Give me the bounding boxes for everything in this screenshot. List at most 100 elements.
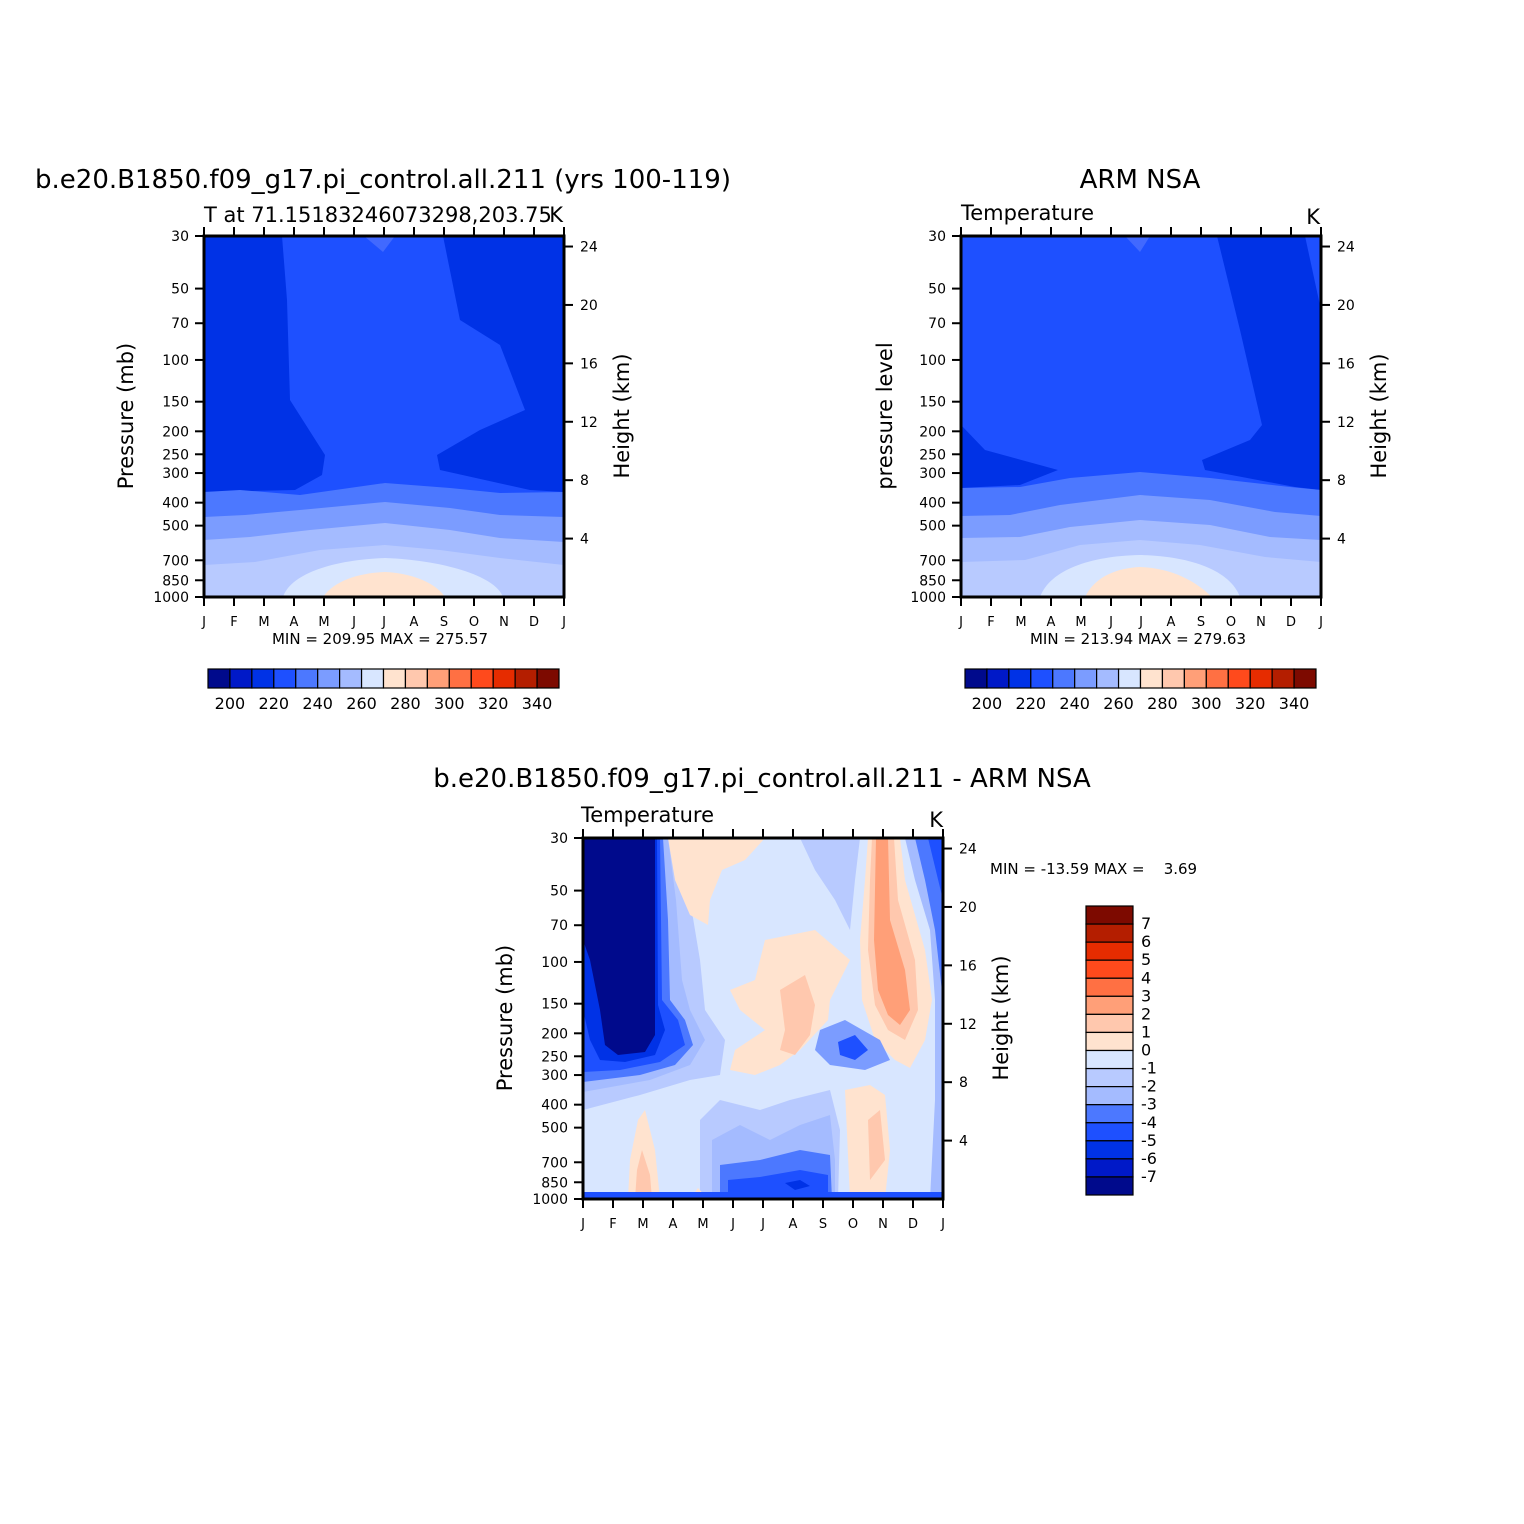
panel-obs-ylabel: pressure level: [873, 342, 897, 489]
colorbar-box: [1085, 1031, 1134, 1052]
x-tick-label: A: [290, 615, 299, 630]
contour-band: [668, 838, 765, 925]
colorbar-box: [1183, 668, 1207, 689]
y2-tick-label: 24: [1337, 240, 1355, 256]
y-tick-label: 30: [928, 229, 946, 245]
y2-tick-label: 20: [1337, 298, 1355, 314]
colorbar-label: -2: [1141, 1077, 1157, 1096]
y-tick-label: 400: [541, 1098, 568, 1114]
x-tick-label: O: [848, 1217, 858, 1232]
colorbar-label: -1: [1141, 1059, 1157, 1078]
panel-model-ylabel: Pressure (mb): [114, 343, 138, 490]
colorbar-box: [1085, 959, 1134, 979]
colorbar-box: [251, 668, 275, 689]
panel-obs-contours: [961, 236, 1321, 597]
y-tick-label: 150: [162, 395, 189, 411]
contour-band: [1085, 567, 1212, 597]
colorbar-box: [492, 668, 516, 689]
colorbar-box: [360, 668, 385, 689]
y2-tick-label: 8: [580, 473, 589, 489]
x-tick-label: J: [730, 1217, 735, 1232]
x-tick-label: F: [609, 1217, 616, 1232]
y2-tick-label: 24: [959, 842, 977, 858]
y-tick-label: 250: [541, 1049, 568, 1065]
y-tick-label: 850: [919, 573, 946, 589]
y2-tick-label: 8: [1337, 473, 1346, 489]
colorbar-box: [1085, 1122, 1134, 1142]
colorbar-box: [1085, 1086, 1134, 1106]
contour-band: [364, 236, 395, 252]
colorbar-box: [1085, 905, 1134, 925]
x-tick-label: D: [908, 1217, 918, 1232]
panel-diff-ylabel: Pressure (mb): [493, 945, 517, 1092]
y-tick-label: 200: [919, 424, 946, 440]
contour-band: [1305, 236, 1321, 310]
panel-diff-title: b.e20.B1850.f09_g17.pi_control.all.211 -…: [433, 764, 1091, 794]
colorbar-box: [1085, 1104, 1134, 1124]
y-tick-label: 50: [550, 884, 568, 900]
y-tick-label: 30: [171, 229, 189, 245]
colorbar-box: [1227, 668, 1251, 689]
y-tick-label: 1000: [910, 590, 946, 606]
y-tick-label: 500: [919, 519, 946, 535]
x-tick-label: J: [561, 615, 566, 630]
colorbar-box: [1030, 668, 1054, 689]
y-tick-label: 500: [541, 1121, 568, 1137]
colorbar-label: 280: [390, 694, 421, 713]
panel-diff-subtitle: Temperature: [580, 803, 714, 827]
x-tick-label: J: [1108, 615, 1113, 630]
x-tick-label: J: [760, 1217, 765, 1232]
x-tick-label: J: [201, 615, 206, 630]
colorbar-box: [1085, 1140, 1134, 1160]
x-tick-label: M: [258, 615, 269, 630]
y-tick-label: 400: [162, 496, 189, 512]
y-tick-label: 850: [162, 573, 189, 589]
colorbar-label: 4: [1141, 968, 1151, 987]
x-tick-label: A: [1047, 615, 1056, 630]
colorbar-label: -5: [1141, 1131, 1157, 1150]
y-tick-label: 70: [928, 316, 946, 332]
contour-band: [800, 838, 860, 930]
panel-obs-units: K: [1306, 205, 1321, 229]
colorbar-label: 3: [1141, 986, 1151, 1005]
y-tick-label: 70: [550, 918, 568, 934]
contour-band: [635, 1150, 652, 1199]
y-tick-label: 700: [541, 1155, 568, 1171]
x-tick-label: O: [1226, 615, 1236, 630]
colorbar-label: 200: [215, 694, 246, 713]
y-tick-label: 50: [928, 282, 946, 298]
y2-tick-label: 16: [580, 356, 598, 372]
colorbar-box: [229, 668, 253, 689]
panel-obs-ylabel-right: Height (km): [1367, 353, 1391, 478]
y-tick-label: 300: [919, 466, 946, 482]
x-tick-label: F: [230, 615, 237, 630]
y2-tick-label: 8: [959, 1075, 968, 1091]
x-tick-label: F: [987, 615, 994, 630]
x-tick-label: M: [1075, 615, 1086, 630]
panel-model: b.e20.B1850.f09_g17.pi_control.all.211 (…: [35, 165, 731, 713]
contour-band: [905, 838, 943, 1199]
colorbar-label: 7: [1141, 914, 1151, 933]
y-tick-label: 70: [171, 316, 189, 332]
y-tick-label: 100: [541, 955, 568, 971]
contour-band: [583, 1192, 943, 1199]
x-tick-label: J: [940, 1217, 945, 1232]
panel-diff-minmax: MIN = -13.59 MAX = 3.69: [990, 860, 1197, 878]
contour-band: [583, 838, 655, 1055]
colorbar-box: [1085, 977, 1134, 997]
y-tick-label: 300: [162, 466, 189, 482]
x-tick-label: M: [637, 1217, 648, 1232]
contour-band: [785, 1180, 810, 1190]
x-tick-label: J: [1138, 615, 1143, 630]
y2-tick-label: 12: [580, 415, 598, 431]
x-tick-label: N: [499, 615, 509, 630]
contour-band: [323, 572, 445, 597]
x-tick-label: S: [1197, 615, 1205, 630]
colorbar-label: 6: [1141, 932, 1151, 951]
y-tick-label: 300: [541, 1068, 568, 1084]
colorbar-box: [295, 668, 319, 689]
x-tick-label: J: [958, 615, 963, 630]
y2-tick-label: 4: [1337, 532, 1346, 548]
y2-tick-label: 4: [580, 532, 589, 548]
